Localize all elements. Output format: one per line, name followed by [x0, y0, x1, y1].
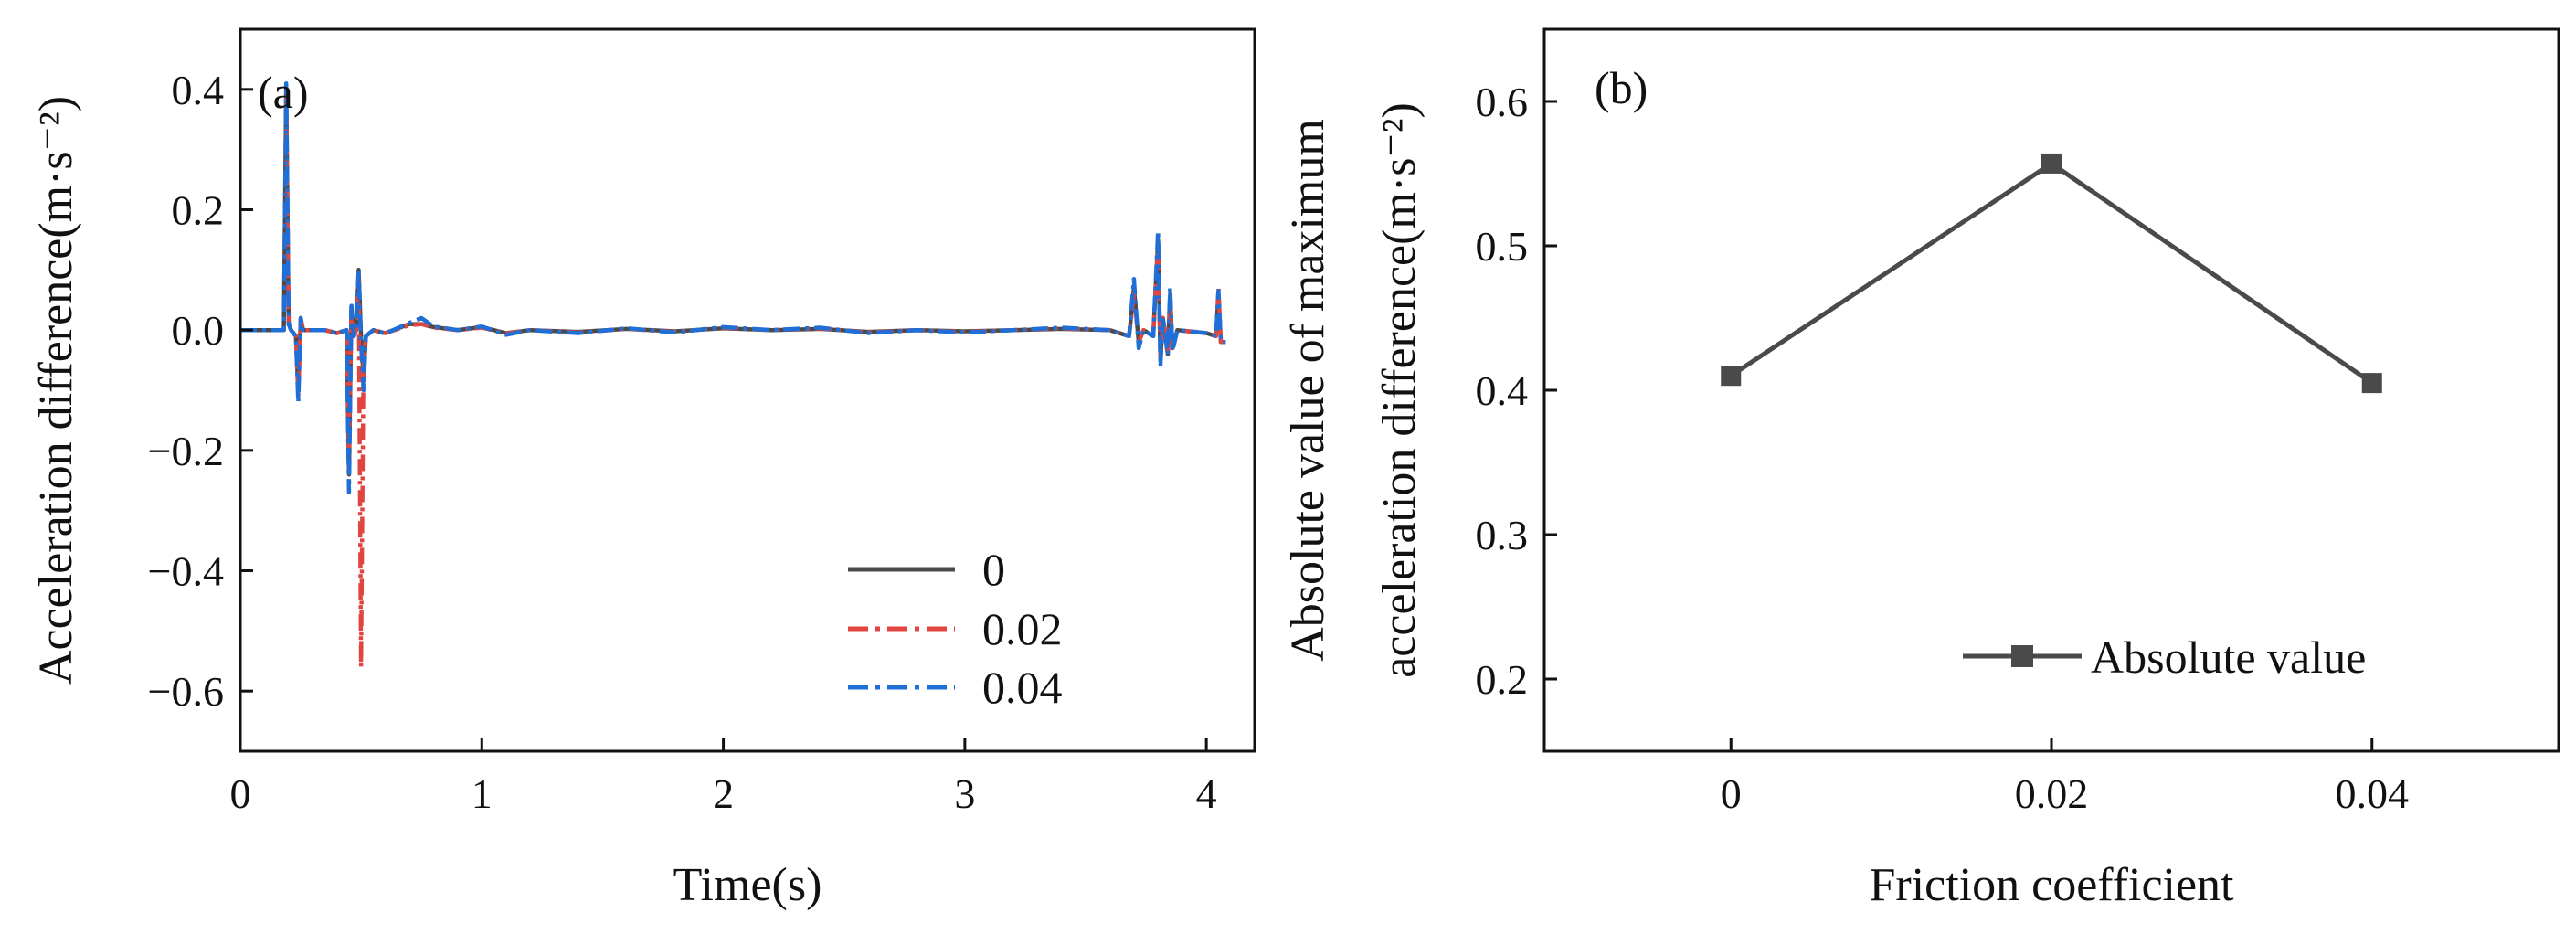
- chart-a-frame: [239, 27, 1256, 753]
- chart-a-panel-label: (a): [258, 67, 309, 118]
- chart-b: 0 0.02 0.04 0.6 0.5 0.4 0.3 0.2 (b) Friction co…: [1282, 27, 2560, 911]
- chart-a-ytick-label: −0.4: [148, 548, 224, 595]
- chart-b-xlabel: Friction coefficient: [1869, 859, 2234, 911]
- chart-b-ylabel-line2: acceleration difference(m·s⁻²): [1373, 102, 1426, 678]
- chart-b-ytick-label: 0.5: [1476, 223, 1529, 270]
- chart-a-xlabel: Time(s): [673, 859, 822, 911]
- chart-a-ytick-label: 0.2: [172, 187, 225, 234]
- chart-a-ylabel: Acceleration difference(m·s⁻²): [30, 96, 82, 685]
- legend-label-0: 0: [982, 544, 1005, 595]
- legend-b-label: Absolute value: [2091, 632, 2366, 683]
- chart-a-ytick-label: −0.2: [148, 428, 224, 474]
- chart-a-series-line-0: [240, 87, 1226, 477]
- chart-a-xtick-label: 0: [230, 770, 251, 817]
- chart-a-legend: 0 0.02 0.04: [848, 544, 1063, 713]
- chart-b-series: [1721, 153, 2382, 394]
- chart-b-xtick-label: 0.02: [2015, 770, 2089, 817]
- chart-b-ytick-label: 0.6: [1476, 79, 1529, 125]
- chart-b-point-marker: [2041, 153, 2062, 174]
- chart-a: 0 1 2 3 4 0.4 0.2 0.0 −0.2 −0.4 −0.6 (a) Time(s) A…: [30, 27, 1256, 911]
- chart-a-xtick-label: 1: [472, 770, 493, 817]
- chart-b-ytick-label: 0.2: [1476, 656, 1529, 703]
- chart-a-ticks: 0 1 2 3 4 0.4 0.2 0.0 −0.2 −0.4 −0.6: [148, 67, 1217, 817]
- chart-b-frame: [1542, 27, 2560, 753]
- chart-a-series-line-1: [240, 93, 1226, 670]
- chart-b-panel-label: (b): [1595, 62, 1648, 113]
- chart-b-series-line-0: [1729, 160, 2374, 386]
- chart-a-ytick-label: 0.4: [172, 67, 225, 113]
- legend-label-1: 0.02: [982, 603, 1063, 654]
- chart-b-xtick-label: 0.04: [2336, 770, 2410, 817]
- chart-b-ylabel-line1: Absolute value of maximum: [1282, 119, 1334, 662]
- chart-a-xtick-label: 3: [954, 770, 975, 817]
- chart-b-ticks: 0 0.02 0.04 0.6 0.5 0.4 0.3 0.2: [1476, 79, 2410, 817]
- chart-b-xtick-label: 0: [1721, 770, 1742, 817]
- chart-b-ytick-label: 0.4: [1476, 367, 1529, 414]
- legend-label-2: 0.04: [982, 662, 1063, 713]
- chart-a-xtick-label: 4: [1196, 770, 1217, 817]
- chart-b-point-marker: [2361, 373, 2382, 394]
- chart-a-ytick-label: −0.6: [148, 668, 224, 715]
- chart-a-series: [240, 81, 1226, 670]
- legend-b-swatch-marker: [2011, 645, 2033, 667]
- chart-a-series-line-2: [240, 81, 1226, 495]
- chart-b-ytick-label: 0.3: [1476, 512, 1529, 558]
- chart-a-xtick-label: 2: [713, 770, 734, 817]
- chart-b-point-marker: [1721, 366, 1742, 387]
- chart-b-legend: Absolute value: [1963, 632, 2366, 683]
- chart-a-ytick-label: 0.0: [172, 307, 225, 354]
